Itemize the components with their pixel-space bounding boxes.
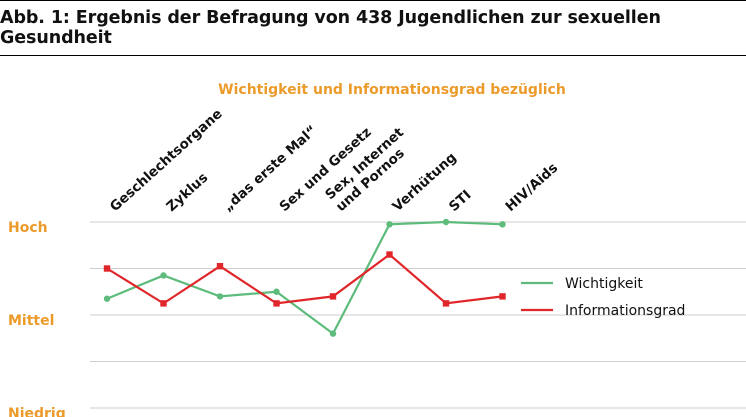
figure-title: Abb. 1: Ergebnis der Befragung von 438 J… bbox=[0, 0, 746, 56]
data-point bbox=[442, 218, 450, 226]
legend-item: Wichtigkeit bbox=[521, 276, 643, 292]
data-point bbox=[442, 300, 450, 307]
y-level-low: Niedrig bbox=[8, 406, 66, 417]
category-label: „das erste Mal“ bbox=[220, 122, 320, 215]
data-point bbox=[273, 300, 280, 307]
series-line-informationsgrad bbox=[106, 253, 503, 305]
data-point bbox=[103, 295, 111, 302]
data-point bbox=[329, 293, 337, 300]
data-point bbox=[273, 288, 280, 295]
data-point bbox=[386, 251, 393, 258]
data-point bbox=[386, 221, 393, 228]
legend-label: Informationsgrad bbox=[565, 303, 685, 319]
data-point bbox=[216, 293, 224, 300]
category-label-line: Zyklus bbox=[163, 170, 211, 215]
category-label: Zyklus bbox=[163, 170, 211, 215]
chart-subtitle: Wichtigkeit und Informationsgrad bezügli… bbox=[218, 82, 566, 98]
category-label: HIV/Aids bbox=[502, 160, 561, 215]
category-label-line: HIV/Aids bbox=[502, 160, 561, 215]
category-label-line: „das erste Mal“ bbox=[220, 122, 320, 215]
legend-label: Wichtigkeit bbox=[565, 276, 643, 292]
data-point bbox=[216, 262, 224, 270]
data-point bbox=[103, 265, 111, 272]
data-point bbox=[160, 272, 167, 279]
data-point bbox=[160, 300, 167, 307]
category-label-line: Geschlechtsorgane bbox=[107, 106, 226, 215]
category-label: STI bbox=[446, 187, 475, 215]
category-label-line: STI bbox=[446, 187, 475, 215]
data-point bbox=[329, 330, 337, 337]
y-level-medium: Mittel bbox=[8, 313, 54, 329]
data-point bbox=[499, 221, 506, 228]
series-line-wichtigkeit bbox=[106, 220, 503, 336]
category-label: Geschlechtsorgane bbox=[107, 106, 226, 215]
data-point bbox=[499, 293, 506, 300]
y-level-high: Hoch bbox=[8, 220, 48, 236]
legend-item: Informationsgrad bbox=[521, 303, 685, 319]
